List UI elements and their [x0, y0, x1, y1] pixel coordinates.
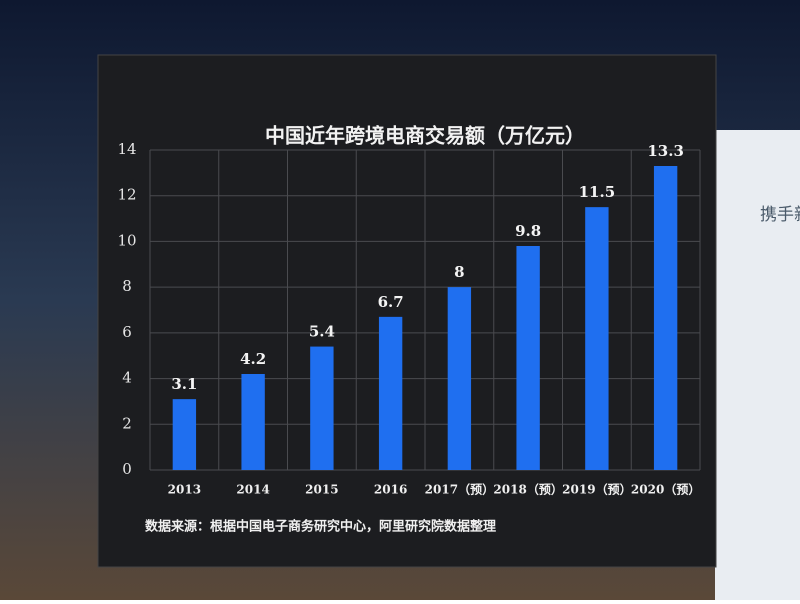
value-label: 5.4 [309, 323, 335, 341]
y-tick-label: 10 [117, 231, 136, 249]
x-tick-label: 2013 [168, 483, 201, 497]
bar [378, 316, 403, 470]
value-label: 13.3 [647, 142, 684, 160]
value-label: 9.8 [515, 222, 541, 240]
side-text: 携手新 [760, 205, 800, 225]
bar [310, 346, 334, 470]
value-label: 4.2 [240, 350, 266, 368]
y-tick-label: 14 [117, 140, 136, 158]
bar [585, 207, 609, 470]
bar [447, 287, 472, 470]
side-panel [715, 130, 800, 600]
source-note: 数据来源：根据中国电子商务研究中心，阿里研究院数据整理 [145, 519, 496, 535]
chart-title: 中国近年跨境电商交易额（万亿元） [265, 124, 585, 148]
x-tick-label: 2014 [236, 483, 269, 497]
y-tick-label: 6 [122, 323, 132, 341]
x-tick-label: 2020（预） [631, 482, 700, 497]
screen [97, 54, 717, 568]
y-tick-label: 4 [122, 369, 132, 387]
y-tick-label: 12 [117, 186, 136, 204]
value-label: 6.7 [378, 293, 404, 311]
bar [241, 374, 265, 470]
x-tick-label: 2015 [305, 483, 338, 497]
x-tick-label: 2018（预） [493, 482, 562, 497]
y-tick-label: 8 [122, 277, 132, 295]
bar [516, 246, 540, 470]
bar [653, 166, 678, 470]
x-tick-label: 2019（预） [562, 482, 631, 497]
bar [172, 399, 197, 470]
value-label: 11.5 [579, 183, 616, 201]
value-label: 3.1 [171, 375, 197, 393]
y-tick-label: 2 [122, 414, 132, 432]
y-tick-label: 0 [122, 460, 132, 478]
x-tick-label: 2017（预） [425, 482, 494, 497]
value-label: 8 [454, 263, 464, 281]
x-tick-label: 2016 [374, 483, 407, 497]
